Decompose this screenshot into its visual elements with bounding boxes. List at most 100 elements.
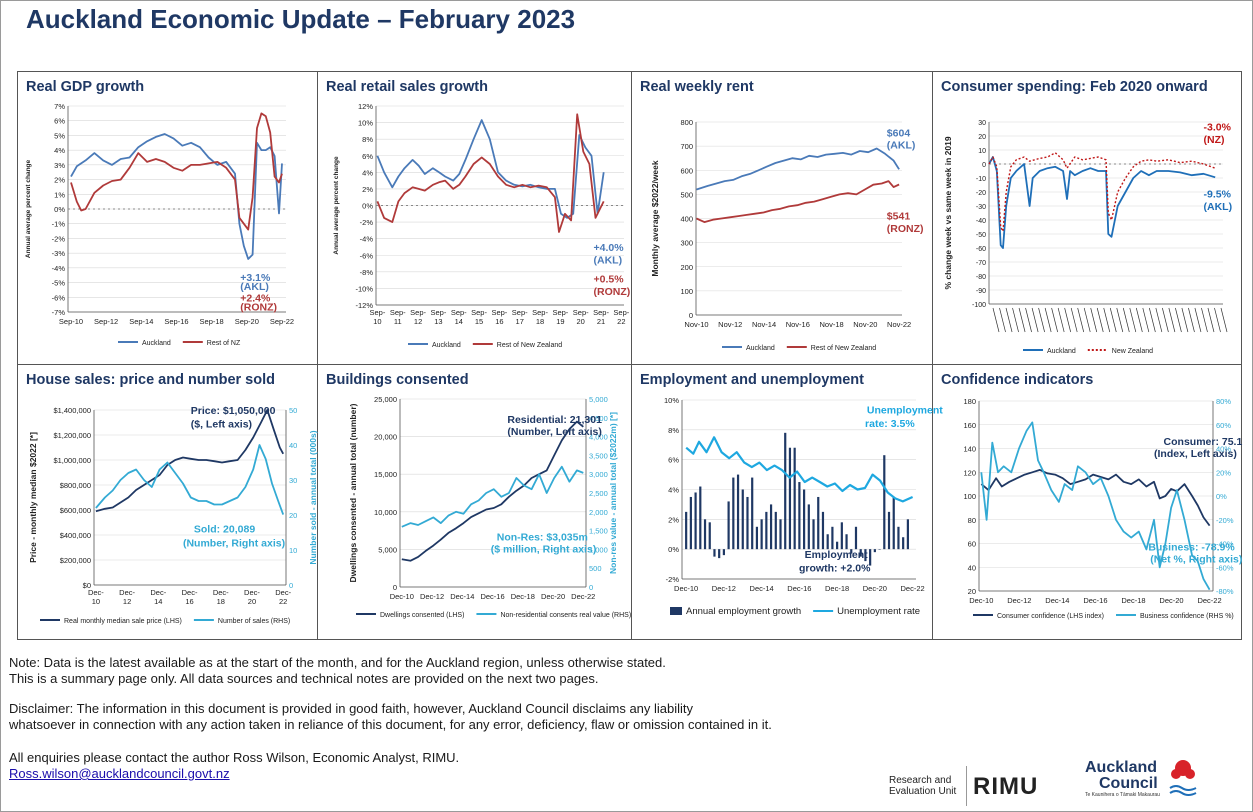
- x-tick-label: Dec-10: [390, 592, 414, 601]
- chart-gdp: -7% -6% -5% -4% -3% -2% -1% 0% 1% 2% 3% 4% 5% 6% 7% Sep…: [25, 102, 294, 347]
- bar: [689, 496, 692, 550]
- y2-tick-label: 4,500: [589, 414, 608, 423]
- chart-annotation: (AKL): [594, 255, 623, 267]
- x-tick-label: Dec-20: [863, 584, 887, 593]
- x-tick-label-2: 18: [536, 317, 544, 326]
- auckland-council-logo: Auckland Council Te Kaunihera o Tāmaki M…: [1085, 760, 1160, 799]
- series-line-auckland: [696, 147, 900, 191]
- bar: [831, 526, 834, 550]
- x-tick-label: Nov-16: [786, 320, 810, 329]
- bar: [817, 496, 820, 550]
- x-date-tick: [1031, 307, 1039, 333]
- bar: [718, 549, 721, 559]
- y2-tick-label: 0: [589, 583, 593, 592]
- x-tick-label: Dec-: [150, 588, 166, 597]
- y2-tick-label: 5,000: [589, 395, 608, 404]
- chart-annotation: ($, Left axis): [191, 419, 252, 431]
- y-tick-label: 2%: [668, 515, 679, 524]
- legend-label: New Zealand: [1112, 348, 1153, 355]
- bar: [802, 489, 806, 550]
- y-tick-label: -70: [976, 260, 986, 267]
- bar: [902, 537, 905, 550]
- y-tick-label: -3%: [52, 249, 66, 258]
- x-date-tick: [1135, 307, 1143, 333]
- x-tick-label: Sep-: [430, 308, 446, 317]
- x-tick-label: Sep-: [370, 308, 386, 317]
- x-date-tick: [1070, 307, 1078, 333]
- x-tick-label: Sep-16: [164, 317, 188, 326]
- chart-annotation: Unemployment: [867, 404, 943, 416]
- x-tick-label-2: 22: [617, 317, 625, 326]
- y-tick-label: 500: [680, 190, 693, 199]
- y-tick-label: 120: [963, 468, 976, 477]
- bar: [732, 477, 735, 550]
- x-tick-label: Dec-20: [1159, 596, 1183, 605]
- panel-rent: Real weekly rent 0 100 200 300 400 500 600 700 8…: [632, 72, 933, 365]
- chart-annotation: Business: -78.9%: [1148, 542, 1235, 554]
- y-tick-label: 4%: [54, 146, 65, 155]
- chart-annotation: Price: $1,050,000: [191, 405, 276, 417]
- x-tick-label: Sep-: [613, 308, 629, 317]
- bar: [826, 534, 829, 550]
- x-tick-label-2: 22: [279, 597, 287, 606]
- panel-spending: Consumer spending: Feb 2020 onward -100-…: [933, 72, 1241, 365]
- bar: [765, 511, 768, 550]
- bar: [878, 549, 881, 550]
- series-line-rest-of-nz: [70, 112, 283, 231]
- y-tick-label: 40: [968, 563, 976, 572]
- legend-label: Auckland: [746, 345, 775, 352]
- chart-annotation: (AKL): [1204, 201, 1233, 213]
- y-tick-label: 0: [689, 311, 693, 320]
- x-date-tick: [1162, 307, 1169, 333]
- bar: [869, 549, 872, 566]
- y2-tick-label: 1,000: [589, 545, 608, 554]
- y-tick-label: -100: [972, 302, 986, 309]
- contact-email-link[interactable]: Ross.wilson@aucklandcouncil.govt.nz: [9, 766, 230, 781]
- y-tick-label: 5,000: [378, 545, 397, 554]
- y2-tick-label: 40%: [1216, 445, 1231, 454]
- legend-label: Consumer confidence (LHS index): [997, 613, 1104, 620]
- y-tick-label: -90: [976, 288, 986, 295]
- bar: [873, 549, 876, 553]
- y-tick-label: -30: [976, 204, 986, 211]
- chart-confidence: 20 40 60 80 100 120 140 160 180 -80% -60% -40% -20% 0…: [963, 397, 1243, 620]
- y-tick-label: 6%: [362, 152, 373, 161]
- bar: [788, 447, 792, 550]
- x-tick-label: Dec-: [244, 588, 260, 597]
- chart-rent: 0 100 200 300 400 500 600 700 800 Nov-10 Nov-12 Nov…: [650, 118, 924, 352]
- x-tick-label-2: 16: [495, 317, 503, 326]
- y2-tick-label: 4,000: [589, 433, 608, 442]
- y-tick-label: $0: [83, 581, 91, 590]
- y2-axis-label: Non-res value - annual total ($2022m) [*…: [608, 412, 618, 574]
- x-tick-label: Dec-: [275, 588, 291, 597]
- y-tick-label: 0: [393, 583, 397, 592]
- chart-annotation: (NZ): [1204, 134, 1225, 146]
- bar: [755, 526, 759, 550]
- rimu-label-line-1: Research and: [889, 775, 952, 786]
- x-tick-label: Dec-22: [901, 584, 925, 593]
- y-tick-label: -10: [976, 176, 986, 183]
- chart-annotation: Consumer: 75.1: [1164, 436, 1243, 448]
- bar: [793, 447, 796, 550]
- bar: [760, 519, 763, 550]
- x-date-tick: [1038, 307, 1045, 333]
- x-tick-label: Sep-: [471, 308, 487, 317]
- x-tick-label: Nov-18: [819, 320, 843, 329]
- rimu-logo: RIMU: [973, 773, 1039, 800]
- y-tick-label: 20: [968, 587, 976, 596]
- chart-annotation: +0.5%: [594, 274, 625, 286]
- x-date-tick: [1220, 307, 1228, 333]
- y-tick-label: 6%: [668, 456, 679, 465]
- y-axis-label: Annual average percent change: [333, 156, 340, 255]
- x-date-tick: [1077, 307, 1085, 333]
- series-line-new-zealand: [988, 152, 1216, 232]
- panel-title-employment: Employment and unemployment: [640, 372, 864, 388]
- x-tick-label: Sep-18: [200, 317, 224, 326]
- chart-annotation: rate: 3.5%: [865, 418, 915, 430]
- y2-tick-label: -80%: [1216, 587, 1234, 596]
- y-tick-label: -10%: [355, 284, 373, 293]
- bar: [812, 519, 815, 550]
- x-tick-label-2: 12: [123, 597, 131, 606]
- series-line-rest-of-new-zealand: [696, 180, 900, 223]
